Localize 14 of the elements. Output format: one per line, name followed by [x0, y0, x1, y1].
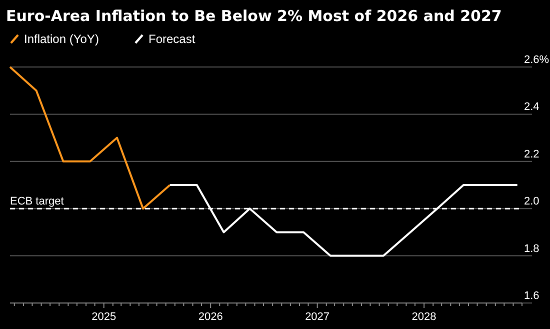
y-tick-label: 2.2: [524, 148, 540, 160]
x-tick-label: 2027: [305, 311, 330, 323]
y-tick-label: 2.0: [524, 196, 540, 208]
ref-line-label: ECB target: [10, 196, 64, 208]
y-tick-label: 2.4: [524, 101, 540, 114]
x-tick-label: 2025: [92, 311, 116, 323]
y-tick-label: 2.6%: [524, 54, 550, 66]
y-tick-label: 1.8: [524, 242, 540, 255]
x-tick-label: 2026: [198, 311, 223, 323]
legend-label: Inflation (YoY): [24, 32, 99, 46]
x-tick-label: 2028: [412, 311, 436, 323]
legend-label: Forecast: [148, 32, 196, 46]
y-tick-label: 1.6: [524, 290, 540, 302]
chart-title: Euro-Area Inflation to Be Below 2% Most of 2026 and 2027: [6, 7, 502, 25]
